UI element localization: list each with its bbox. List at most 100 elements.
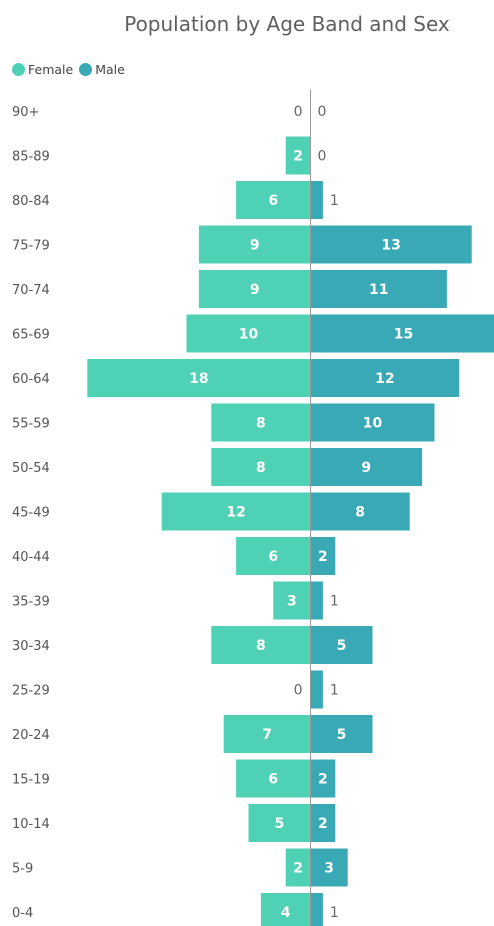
label-male-55-59: 10 bbox=[363, 416, 383, 432]
bar-male-70-74[interactable] bbox=[310, 270, 447, 308]
bar-male-35-39[interactable] bbox=[310, 581, 323, 620]
label-male-85-89: 0 bbox=[318, 149, 327, 165]
legend-female-label: Female bbox=[28, 61, 74, 77]
category-label-25-29: 25-29 bbox=[12, 684, 50, 699]
label-female-5-9: 2 bbox=[293, 861, 303, 877]
bar-female-70-74[interactable] bbox=[198, 270, 311, 308]
label-male-45-49: 8 bbox=[355, 505, 365, 521]
label-female-50-54: 8 bbox=[256, 460, 266, 476]
label-female-55-59: 8 bbox=[256, 416, 266, 432]
legend-item-female[interactable]: Female bbox=[12, 62, 73, 77]
category-label-55-59: 55-59 bbox=[12, 417, 50, 432]
label-male-15-19: 2 bbox=[318, 772, 328, 788]
bar-female-40-44[interactable] bbox=[236, 537, 311, 575]
bar-female-80-84[interactable] bbox=[236, 181, 311, 219]
bar-male-65-69[interactable] bbox=[310, 314, 494, 353]
bar-female-35-39[interactable] bbox=[273, 581, 311, 620]
label-male-30-34: 5 bbox=[337, 638, 347, 654]
category-label-35-39: 35-39 bbox=[12, 595, 50, 610]
bar-female-60-64[interactable] bbox=[87, 359, 311, 397]
label-female-90plus: 0 bbox=[294, 104, 303, 120]
chart-title: Population by Age Band and Sex bbox=[124, 12, 450, 36]
category-label-20-24: 20-24 bbox=[12, 728, 50, 743]
bar-female-45-49[interactable] bbox=[161, 492, 311, 531]
bar-male-55-59[interactable] bbox=[310, 403, 435, 442]
bar-male-45-49[interactable] bbox=[310, 492, 410, 531]
bar-female-30-34[interactable] bbox=[211, 626, 311, 664]
bar-male-30-34[interactable] bbox=[310, 626, 373, 664]
label-male-20-24: 5 bbox=[337, 727, 347, 743]
label-male-35-39: 1 bbox=[330, 594, 339, 610]
bar-male-5-9[interactable] bbox=[310, 848, 348, 887]
label-female-70-74: 9 bbox=[250, 282, 260, 298]
label-male-65-69: 15 bbox=[394, 327, 413, 343]
label-female-25-29: 0 bbox=[294, 683, 303, 699]
category-label-30-34: 30-34 bbox=[12, 639, 50, 654]
category-label-90plus: 90+ bbox=[12, 105, 39, 120]
label-female-75-79: 9 bbox=[250, 238, 260, 254]
label-female-10-14: 5 bbox=[275, 816, 285, 832]
bar-female-65-69[interactable] bbox=[186, 314, 311, 353]
bar-male-20-24[interactable] bbox=[310, 715, 373, 753]
category-label-75-79: 75-79 bbox=[12, 239, 50, 254]
bar-female-10-14[interactable] bbox=[248, 804, 311, 842]
label-female-45-49: 12 bbox=[226, 505, 245, 521]
category-label-85-89: 85-89 bbox=[12, 150, 50, 165]
category-label-70-74: 70-74 bbox=[12, 283, 50, 298]
bar-female-20-24[interactable] bbox=[223, 715, 311, 753]
bar-male-0-4[interactable] bbox=[310, 893, 323, 926]
bar-female-85-89[interactable] bbox=[285, 136, 311, 175]
label-male-80-84: 1 bbox=[330, 193, 339, 209]
bar-male-25-29[interactable] bbox=[310, 670, 323, 709]
category-label-50-54: 50-54 bbox=[12, 461, 50, 476]
label-male-70-74: 11 bbox=[369, 282, 388, 298]
bar-male-75-79[interactable] bbox=[310, 225, 472, 264]
category-label-60-64: 60-64 bbox=[12, 372, 50, 387]
bar-female-15-19[interactable] bbox=[236, 759, 311, 798]
label-male-5-9: 3 bbox=[324, 861, 334, 877]
label-female-0-4: 4 bbox=[281, 905, 291, 921]
label-male-0-4: 1 bbox=[330, 905, 339, 921]
legend-female-marker bbox=[12, 62, 25, 76]
legend: Female Male bbox=[12, 61, 131, 77]
label-male-25-29: 1 bbox=[330, 683, 339, 699]
label-female-80-84: 6 bbox=[268, 193, 278, 209]
label-female-65-69: 10 bbox=[239, 327, 259, 343]
bar-male-50-54[interactable] bbox=[310, 448, 423, 486]
bar-female-50-54[interactable] bbox=[211, 448, 311, 486]
category-label-0-4: 0-4 bbox=[12, 906, 33, 921]
category-label-65-69: 65-69 bbox=[12, 328, 50, 343]
label-female-60-64: 18 bbox=[189, 371, 208, 387]
category-label-5-9: 5-9 bbox=[12, 862, 33, 877]
bar-male-10-14[interactable] bbox=[310, 804, 336, 842]
label-female-20-24: 7 bbox=[262, 727, 272, 743]
label-male-40-44: 2 bbox=[318, 549, 328, 565]
label-male-75-79: 13 bbox=[381, 238, 400, 254]
label-male-90plus: 0 bbox=[318, 104, 327, 120]
label-female-15-19: 6 bbox=[268, 772, 278, 788]
label-female-40-44: 6 bbox=[268, 549, 278, 565]
label-female-85-89: 2 bbox=[293, 149, 303, 165]
bar-female-55-59[interactable] bbox=[211, 403, 311, 442]
bar-male-80-84[interactable] bbox=[310, 181, 323, 219]
legend-male-label: Male bbox=[95, 61, 125, 77]
bar-male-40-44[interactable] bbox=[310, 537, 336, 575]
bar-male-60-64[interactable] bbox=[310, 359, 460, 397]
bar-female-5-9[interactable] bbox=[285, 848, 311, 887]
label-female-35-39: 3 bbox=[287, 594, 297, 610]
legend-male-marker bbox=[79, 62, 93, 76]
label-female-30-34: 8 bbox=[256, 638, 266, 654]
bar-male-15-19[interactable] bbox=[310, 759, 336, 798]
category-label-15-19: 15-19 bbox=[12, 773, 50, 788]
category-label-45-49: 45-49 bbox=[12, 506, 50, 521]
legend-item-male[interactable]: Male bbox=[79, 62, 125, 77]
category-label-10-14: 10-14 bbox=[12, 817, 50, 832]
category-label-80-84: 80-84 bbox=[12, 194, 50, 209]
category-label-40-44: 40-44 bbox=[12, 550, 50, 565]
bar-female-75-79[interactable] bbox=[198, 225, 311, 264]
label-male-50-54: 9 bbox=[361, 460, 371, 476]
label-male-60-64: 12 bbox=[375, 371, 394, 387]
bar-female-0-4[interactable] bbox=[260, 893, 311, 926]
label-male-10-14: 2 bbox=[318, 816, 328, 832]
